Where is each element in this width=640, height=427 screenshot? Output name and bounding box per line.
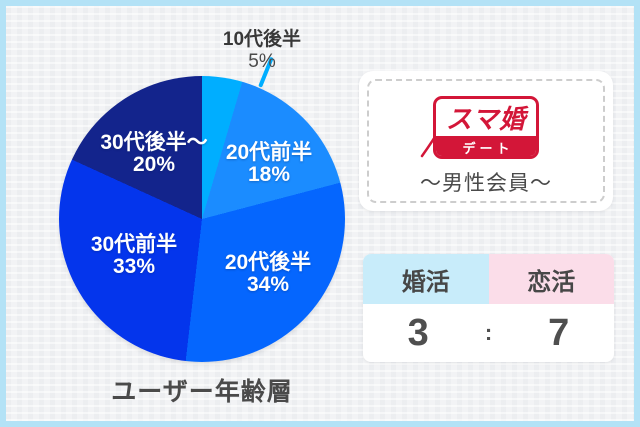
slice-percent: 34%: [246, 273, 290, 296]
ratio-value-konkatsu: 3: [407, 311, 429, 354]
dashed-border: [367, 79, 605, 203]
ratio-table: 婚活 恋活 3 : 7: [363, 254, 614, 362]
chart-title: ユーザー年齢層: [111, 378, 293, 406]
ratio-header-koikatsu: 恋活: [488, 254, 614, 304]
slice-label: 30代前半: [90, 233, 178, 256]
slice-percent: 5%: [248, 51, 276, 72]
ratio-value-koikatsu: 7: [548, 311, 570, 354]
pie-label-20s-late: 20代後半 34%: [208, 252, 328, 296]
pie-label-20s-early: 20代前半 18%: [209, 142, 329, 186]
brand-card: スマ婚 デート 〜男性会員〜: [359, 71, 613, 211]
slice-percent: 18%: [247, 163, 291, 186]
logo-bottom: デート: [436, 136, 536, 156]
slice-label: 30代後半〜: [100, 131, 208, 154]
sumakon-logo: スマ婚 デート: [433, 96, 539, 159]
slice-label: 20代前半: [225, 141, 313, 164]
slice-percent: 20%: [132, 153, 176, 176]
logo-text-main: スマ婚: [445, 105, 527, 135]
member-type-label: 〜男性会員〜: [420, 172, 552, 195]
logo-top: スマ婚: [436, 99, 536, 136]
slice-label: 10代後半: [222, 29, 302, 50]
slice-label: 20代後半: [224, 251, 312, 274]
pie-label-30s-late: 30代後半〜 20%: [84, 132, 224, 176]
ratio-value-row: 3 : 7: [363, 304, 614, 362]
ratio-header-row: 婚活 恋活: [363, 254, 614, 304]
pie-label-10s-late: 10代後半 5%: [200, 28, 324, 73]
slice-percent: 33%: [112, 255, 156, 278]
ratio-header-konkatsu: 婚活: [363, 254, 489, 304]
pie-chart: [59, 76, 345, 362]
logo-text-sub: デート: [462, 141, 514, 156]
pie-label-30s-early: 30代前半 33%: [74, 234, 194, 278]
ratio-separator: :: [484, 320, 493, 345]
